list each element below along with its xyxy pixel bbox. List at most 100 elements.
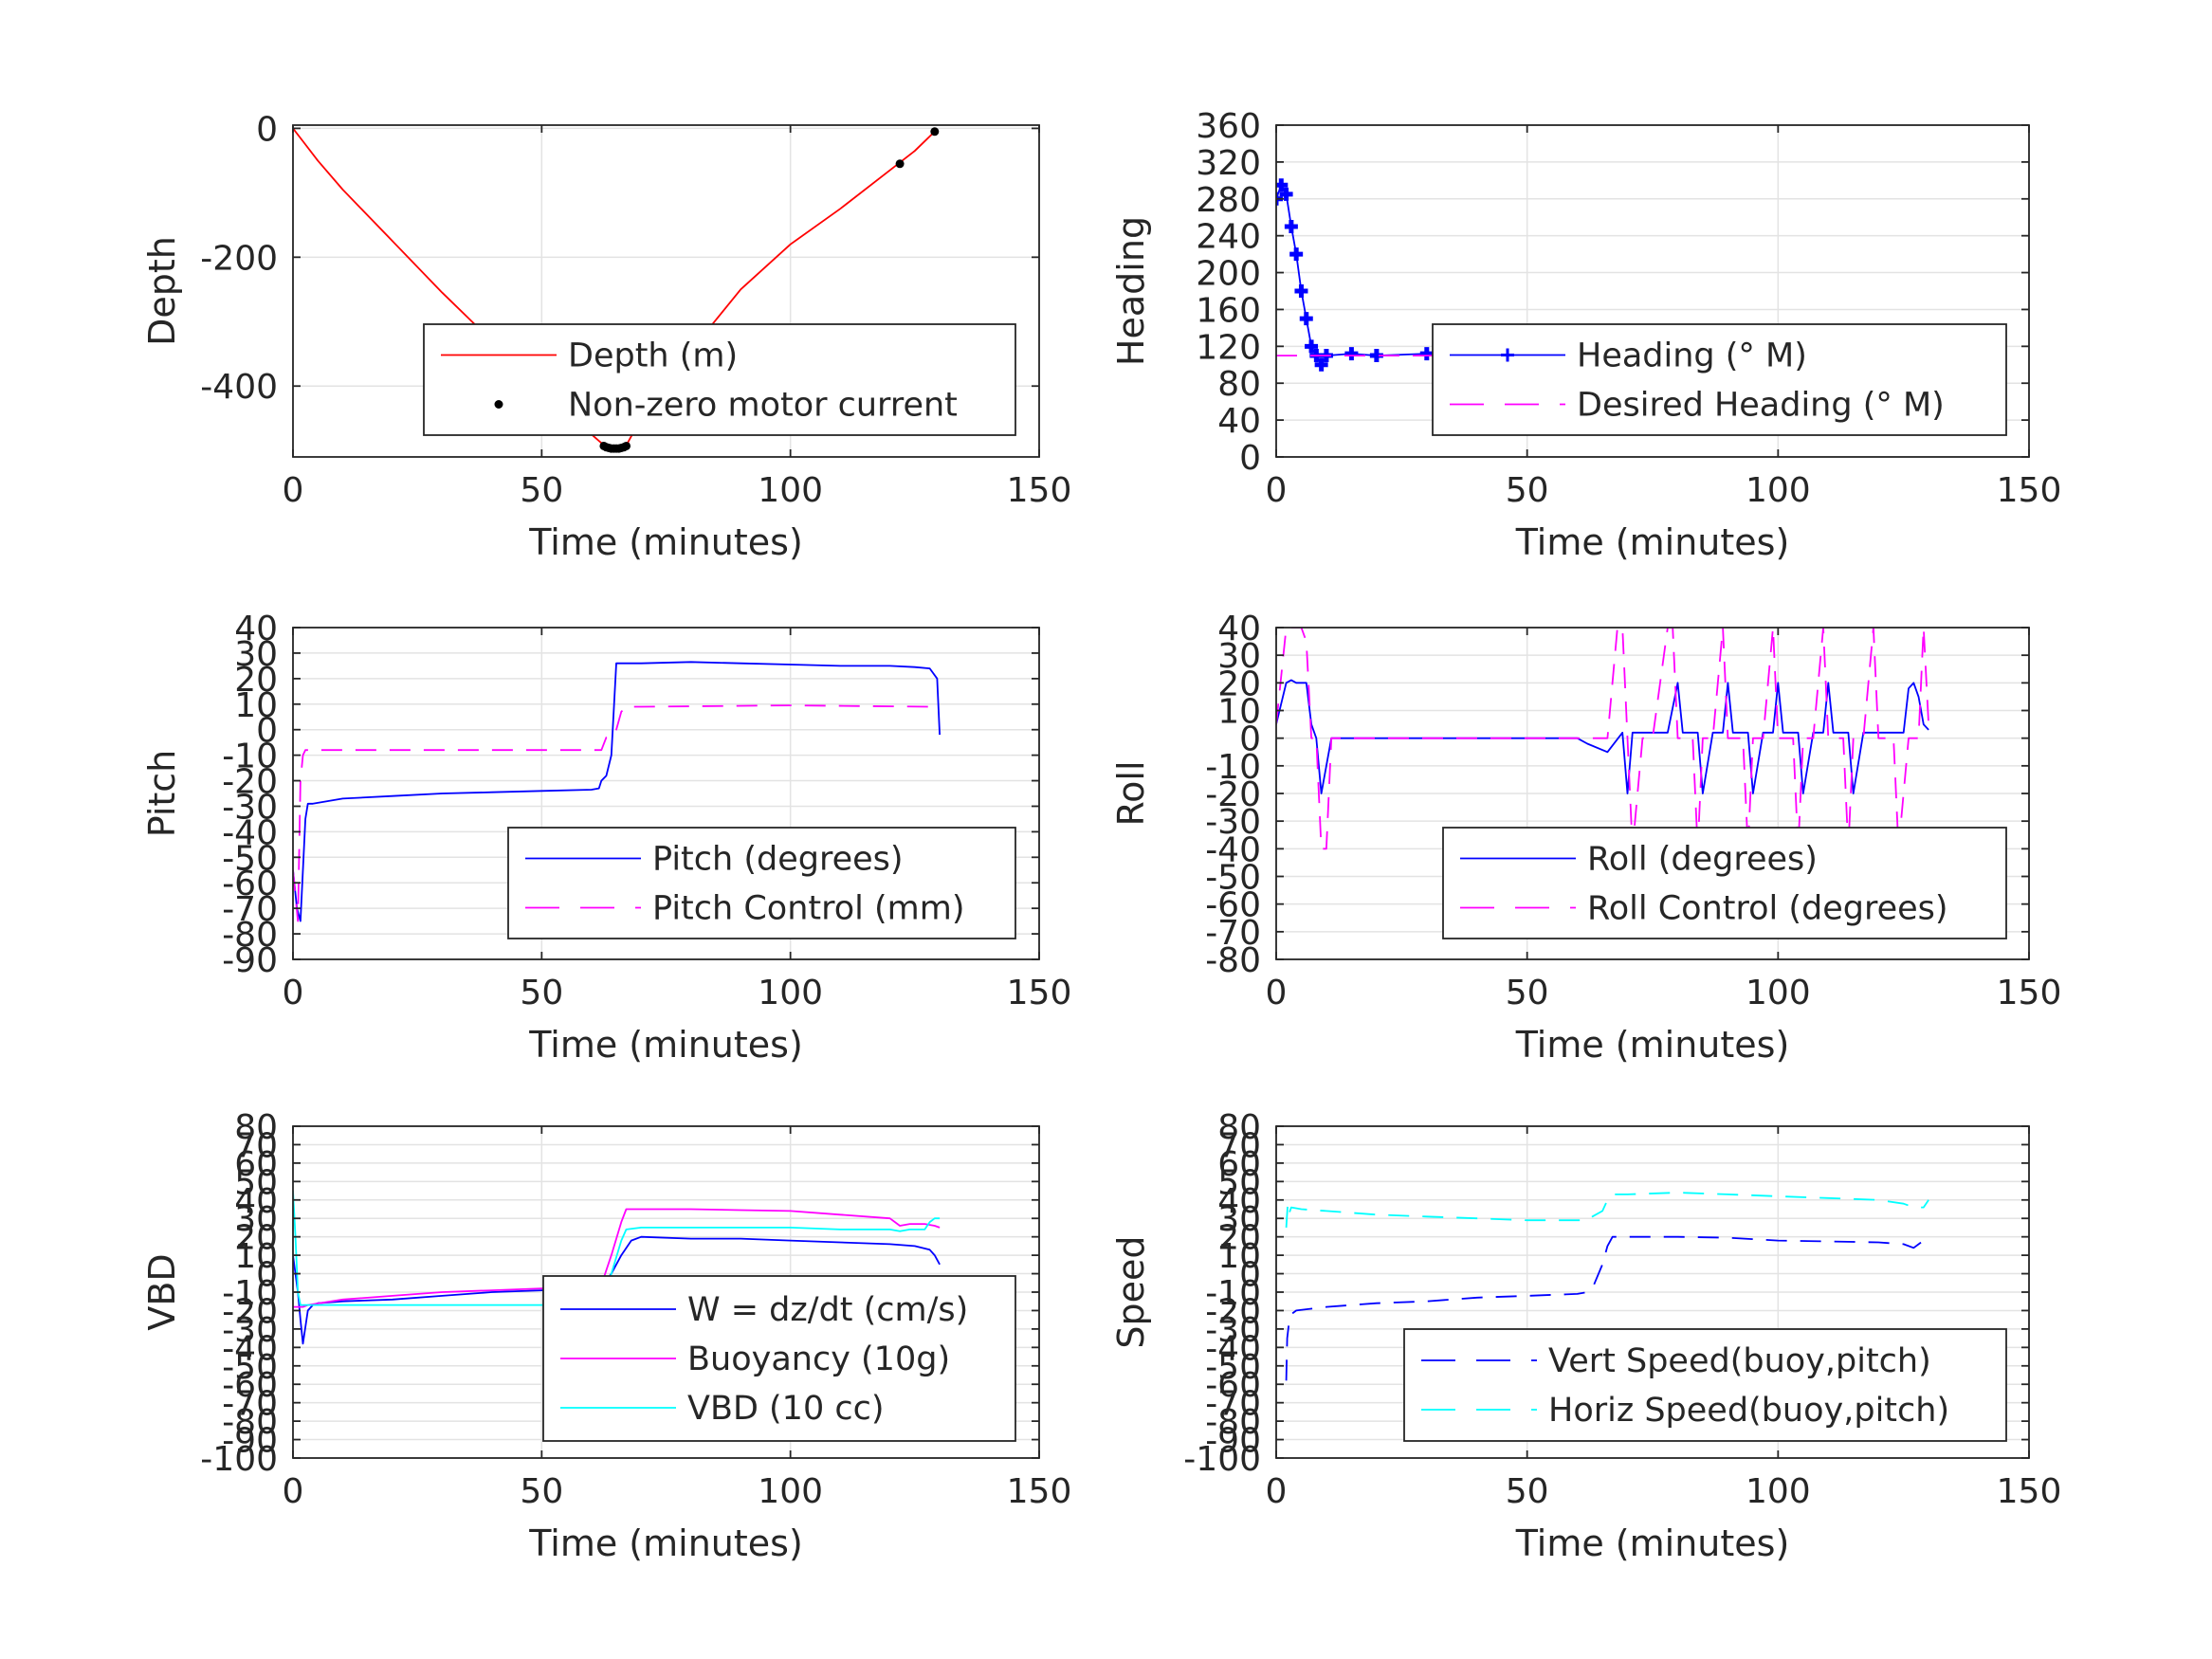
y-tick-label: 20 <box>1217 665 1261 703</box>
x-tick-label: 150 <box>1007 471 1072 510</box>
y-tick-label: 200 <box>1196 255 1261 294</box>
x-tick-label: 100 <box>1746 1472 1811 1511</box>
y-tick-label: -90 <box>1205 1422 1261 1461</box>
legend-box <box>1442 827 2007 939</box>
y-tick-label: 60 <box>234 1145 278 1184</box>
x-axis-label: Time (minutes) <box>528 1024 803 1066</box>
legend-label: Buoyancy (10g) <box>687 1340 950 1378</box>
legend-label: Pitch (degrees) <box>652 841 904 879</box>
legend-label: VBD (10 cc) <box>687 1390 885 1428</box>
y-axis-label: Roll <box>1110 760 1152 826</box>
data-point <box>930 127 940 137</box>
legend-label: Depth (m) <box>568 337 738 375</box>
y-tick-label: 10 <box>1217 693 1261 732</box>
x-tick-label: 150 <box>1997 974 2062 1012</box>
panel-6: 0 50 100 15080706050403020100-10-20-30-40-5… <box>1110 1108 2061 1564</box>
series-3 <box>293 1191 941 1306</box>
y-tick-label: 30 <box>1217 637 1261 676</box>
legend-label: W = dz/dt (cm/s) <box>687 1291 968 1329</box>
legend-label: Heading (° M) <box>1577 337 1807 375</box>
y-tick-label: 20 <box>234 1219 278 1258</box>
panel-3: 0 50 100 150403020100-10-20-30-40-50-60-70-… <box>141 610 1071 1066</box>
y-tick-label: 0 <box>256 1256 278 1295</box>
y-tick-label: -40 <box>222 1329 278 1368</box>
series-line <box>293 704 941 922</box>
y-tick-label: 0 <box>1239 1256 1261 1295</box>
panel-5: 0 50 100 15080706050403020100-10-20-30-40-5… <box>141 1108 1071 1564</box>
y-tick-label: -30 <box>1205 1311 1261 1350</box>
legend-label: Non-zero motor current <box>568 387 958 425</box>
legend-box <box>1432 323 2007 436</box>
y-tick-label: 40 <box>1217 610 1261 648</box>
y-tick-label: 0 <box>256 712 278 751</box>
y-tick-label: -20 <box>222 763 278 802</box>
x-tick-label: 0 <box>283 471 304 510</box>
y-tick-label: -80 <box>222 916 278 955</box>
legend-box <box>1403 1328 2007 1442</box>
y-tick-label: 10 <box>1217 1237 1261 1276</box>
series-line <box>1285 1235 1929 1381</box>
y-tick-label: 80 <box>1217 1108 1261 1147</box>
y-tick-label: 240 <box>1196 218 1261 257</box>
y-tick-label: 60 <box>1217 1145 1261 1184</box>
axes-box <box>292 124 1040 458</box>
y-tick-label: 40 <box>234 1182 278 1221</box>
y-tick-label: -10 <box>1205 748 1261 787</box>
x-tick-label: 0 <box>1266 1472 1288 1511</box>
panel-1: 0 50 100 150 0 -200 -400 Time (minutes) Depth Dep… <box>141 110 1071 563</box>
y-tick-label: -50 <box>222 1348 278 1387</box>
data-point <box>1294 284 1308 298</box>
legend: Roll (degrees) Roll Control (degrees) <box>1442 827 2007 939</box>
series-2 <box>1276 628 1929 850</box>
x-axis-label: Time (minutes) <box>528 1522 803 1564</box>
y-tick-label: -80 <box>222 1403 278 1442</box>
y-tick-label: 20 <box>1217 1219 1261 1258</box>
x-tick-label: 150 <box>1997 1472 2062 1511</box>
series-line <box>293 1191 941 1306</box>
x-tick-label: 50 <box>1506 1472 1549 1511</box>
y-tick-label: 10 <box>234 1237 278 1276</box>
y-axis-label: Heading <box>1110 216 1152 366</box>
y-tick-label: -30 <box>222 788 278 827</box>
data-point <box>1279 187 1293 201</box>
y-tick-label: -40 <box>222 813 278 852</box>
x-tick-label: 150 <box>1007 1472 1072 1511</box>
series-1 <box>1276 679 1929 794</box>
y-tick-label: 320 <box>1196 144 1261 183</box>
x-axis-label: Time (minutes) <box>1515 1522 1790 1564</box>
y-tick-label: 0 <box>1239 720 1261 759</box>
y-tick-label: 160 <box>1196 291 1261 330</box>
y-tick-label: 280 <box>1196 181 1261 220</box>
y-tick-label: 80 <box>234 1108 278 1147</box>
x-tick-label: 100 <box>758 974 823 1012</box>
y-tick-label: -70 <box>1205 1385 1261 1424</box>
y-tick-label: 10 <box>234 686 278 725</box>
y-tick-label: 50 <box>234 1163 278 1202</box>
y-tick-label: -40 <box>1205 830 1261 869</box>
y-tick-label: 30 <box>234 1200 278 1239</box>
x-tick-label: 100 <box>758 471 823 510</box>
y-tick-label: -30 <box>1205 803 1261 842</box>
x-tick-label: 100 <box>758 1472 823 1511</box>
y-tick-label: -200 <box>200 239 278 278</box>
y-tick-label: -10 <box>222 1274 278 1313</box>
axes-box <box>292 627 1040 960</box>
x-tick-label: 150 <box>1997 471 2062 510</box>
y-tick-label: 70 <box>1217 1126 1261 1165</box>
y-tick-label: 120 <box>1196 328 1261 367</box>
data-point <box>895 159 905 169</box>
series-2 <box>293 704 941 922</box>
series-line <box>1276 679 1929 794</box>
y-tick-label: -20 <box>1205 1292 1261 1331</box>
y-axis-label: Speed <box>1110 1235 1152 1348</box>
y-tick-label: -70 <box>1205 914 1261 953</box>
y-tick-label: 40 <box>1217 1182 1261 1221</box>
x-axis-label: Time (minutes) <box>1515 521 1790 563</box>
y-axis-label: VBD <box>141 1253 183 1330</box>
y-tick-label: -50 <box>1205 1348 1261 1387</box>
y-tick-label: 0 <box>256 110 278 149</box>
legend-label: Pitch Control (mm) <box>652 890 964 928</box>
y-tick-label: -80 <box>1205 1403 1261 1442</box>
series-2 <box>1285 1192 1929 1228</box>
y-tick-label: -80 <box>1205 941 1261 980</box>
